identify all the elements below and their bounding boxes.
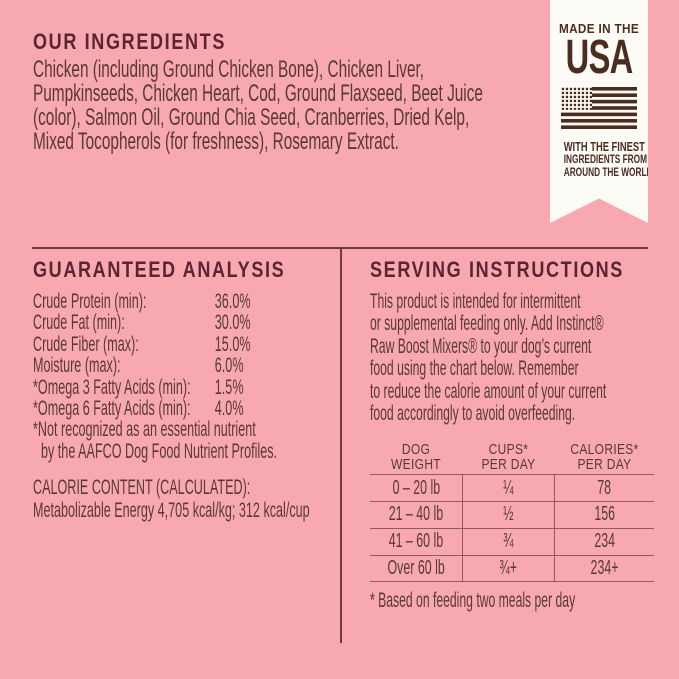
instructions-line: food accordingly to avoid overfeeding. — [370, 402, 576, 426]
instructions-line: to reduce the calorie amount of your cur… — [370, 379, 607, 403]
ribbon-usa-text: USA — [565, 31, 634, 84]
guaranteed-analysis-title: GUARANTEED ANALYSIS — [33, 257, 286, 282]
cell-weight: 21 – 40 lb — [388, 503, 444, 526]
feeding-chart-row: 0 – 20 lb ¼ 78 — [370, 475, 654, 503]
analysis-value: 6.0% — [214, 354, 244, 378]
ingredients-line: Pumpkinseeds, Chicken Heart, Cod, Ground… — [33, 80, 483, 107]
ingredients-line: (color), Salmon Oil, Ground Chia Seed, C… — [33, 104, 470, 131]
serving-instructions-title: SERVING INSTRUCTIONS — [370, 257, 624, 282]
serving-instructions-section: SERVING INSTRUCTIONS This product is int… — [370, 258, 660, 613]
analysis-value: 30.0% — [214, 311, 251, 335]
calorie-content-value: Metabolizable Energy 4,705 kcal/kg; 312 … — [33, 498, 310, 522]
column-header-calories-per-day: CALORIES* PER DAY — [570, 441, 639, 474]
feeding-chart-footnote: * Based on feeding two meals per day — [370, 589, 576, 613]
serving-instructions-text: This product is intended for intermitten… — [370, 290, 660, 426]
ribbon-made-in-the: MADE IN THE — [558, 21, 640, 36]
ingredients-line: Mixed Tocopherols (for freshness), Rosem… — [33, 128, 399, 155]
footnote-line: *Not recognized as an essential nutrient — [33, 418, 256, 442]
ribbon-finest-line: WITH THE FINEST — [563, 139, 645, 154]
ribbon-ingredients-line: INGREDIENTS FROM — [563, 154, 647, 166]
ingredients-line: Chicken (including Ground Chicken Bone),… — [33, 56, 425, 83]
column-header-dog-weight: DOG WEIGHT — [391, 441, 441, 474]
analysis-value: 36.0% — [214, 290, 251, 313]
cell-calories: 156 — [594, 503, 615, 526]
analysis-row: *Omega 3 Fatty Acids (min): 1.5% — [33, 375, 244, 399]
calorie-content-title: CALORIE CONTENT (CALCULATED): — [33, 476, 251, 500]
feeding-chart-body: 0 – 20 lb ¼ 78 21 – 40 lb ½ 156 41 – 60 … — [370, 474, 654, 583]
feeding-chart-row: 41 – 60 lb ¾ 234 — [370, 528, 654, 556]
analysis-label: Moisture (max): — [33, 354, 121, 378]
cell-cups: ¼ — [462, 475, 555, 502]
instructions-line: This product is intended for intermitten… — [370, 290, 581, 313]
analysis-label: Crude Fat (min): — [33, 311, 125, 335]
instructions-line: food using the chart below. Remember — [370, 357, 579, 381]
usa-flag-icon — [561, 87, 637, 129]
feeding-chart-header: DOG WEIGHT CUPS* PER DAY CALORIES* PER D… — [370, 442, 654, 474]
cell-weight: Over 60 lb — [387, 556, 445, 579]
vertical-divider — [340, 247, 342, 643]
analysis-value: 1.5% — [214, 375, 244, 399]
feeding-chart-table: DOG WEIGHT CUPS* PER DAY CALORIES* PER D… — [370, 442, 654, 583]
analysis-row: Crude Protein (min): 36.0% — [33, 290, 251, 313]
ingredients-title: OUR INGREDIENTS — [33, 29, 226, 54]
feeding-chart-row: 21 – 40 lb ½ 156 — [370, 502, 654, 529]
cell-calories: 234+ — [590, 556, 619, 579]
analysis-value: 4.0% — [214, 397, 244, 421]
ribbon-world-line: AROUND THE WORLD — [563, 167, 653, 179]
ingredients-section: OUR INGREDIENTS Chicken (including Groun… — [33, 30, 679, 154]
analysis-row: *Omega 6 Fatty Acids (min): 4.0% — [33, 397, 244, 421]
aafco-footnote: *Not recognized as an essential nutrient… — [33, 419, 333, 462]
made-in-usa-ribbon: MADE IN THE USA WITH THE FINEST INGREDIE… — [550, 0, 648, 223]
analysis-row: Moisture (max): 6.0% — [33, 354, 244, 378]
guaranteed-analysis-rows: Crude Protein (min): 36.0% Crude Fat (mi… — [33, 290, 333, 421]
analysis-label: Crude Fiber (max): — [33, 332, 139, 356]
cell-calories: 78 — [597, 476, 612, 499]
column-header-cups-per-day: CUPS* PER DAY — [481, 441, 536, 474]
footnote-line: by the AAFCO Dog Food Nutrient Profiles. — [41, 439, 278, 463]
analysis-label: *Omega 6 Fatty Acids (min): — [33, 397, 191, 421]
analysis-label: Crude Protein (min): — [33, 290, 147, 313]
instructions-line: or supplemental feeding only. Add Instin… — [370, 312, 604, 336]
cell-weight: 41 – 60 lb — [388, 530, 444, 553]
analysis-row: Crude Fat (min): 30.0% — [33, 311, 251, 335]
cell-calories: 234 — [594, 530, 615, 553]
cell-cups: ¾+ — [462, 555, 555, 582]
ingredients-text: Chicken (including Ground Chicken Bone),… — [33, 58, 679, 154]
calorie-content-block: CALORIE CONTENT (CALCULATED): Metaboliza… — [33, 477, 333, 522]
analysis-label: *Omega 3 Fatty Acids (min): — [33, 375, 191, 399]
analysis-value: 15.0% — [214, 332, 251, 356]
feeding-chart-row: Over 60 lb ¾+ 234+ — [370, 555, 654, 583]
guaranteed-analysis-section: GUARANTEED ANALYSIS Crude Protein (min):… — [33, 258, 333, 522]
instructions-line: Raw Boost Mixers® to your dog’s current — [370, 334, 592, 358]
cell-weight: 0 – 20 lb — [392, 476, 440, 499]
cell-cups: ½ — [462, 502, 555, 528]
analysis-row: Crude Fiber (max): 15.0% — [33, 332, 251, 356]
cell-cups: ¾ — [462, 528, 555, 555]
